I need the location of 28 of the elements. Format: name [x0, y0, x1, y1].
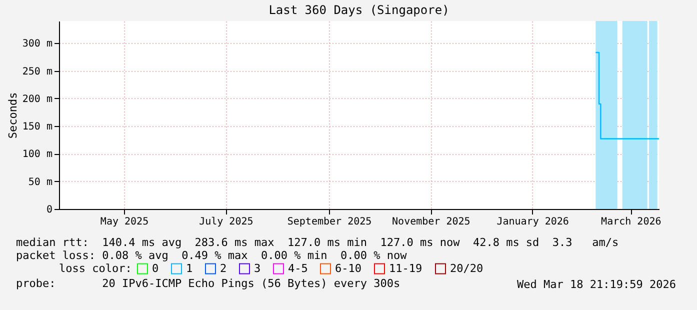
y-tick-label: 50 m: [28, 176, 52, 188]
text: Wed Mar 18 21:19:59 2026: [517, 278, 676, 291]
text: packet loss: 0.08 % avg 0.49 % max 0.00 % min 0.00 % now: [16, 249, 408, 262]
y-tick-label: 300 m: [22, 38, 52, 50]
x-tick-label: January 2026: [496, 216, 569, 228]
y-tick-label: 150 m: [22, 122, 52, 133]
legend-label: 6-10: [335, 262, 362, 275]
chart-title: Last 360 Days (Singapore): [268, 3, 450, 17]
x-tick-label: July 2025: [199, 216, 254, 228]
legend-label: 11-19: [389, 262, 422, 275]
legend-label: 0: [152, 262, 159, 275]
legend-label: 4-5: [288, 262, 308, 275]
x-tick-label: September 2025: [287, 216, 372, 228]
y-tick-label: 0: [46, 204, 52, 216]
text: median rtt: 140.4 ms avg 283.6 ms max 127.0 ms min 127.0 ms now 42.8 ms sd 3.3 am/s: [16, 236, 620, 249]
y-tick-label: 200 m: [22, 94, 52, 105]
y-tick-label: 100 m: [22, 149, 52, 160]
legend-label: 2: [220, 262, 227, 275]
text: probe: 20 IPv6-ICMP Echo Pings (56 Bytes) every 300s: [16, 277, 400, 290]
legend-label: 20/20: [450, 262, 484, 275]
y-axis-title: Seconds: [6, 92, 20, 139]
legend-label: 3: [254, 262, 261, 275]
legend-title: loss color:: [59, 262, 132, 275]
y-tick-label: 250 m: [22, 66, 52, 78]
x-tick-label: May 2025: [100, 216, 149, 228]
x-tick-label: March 2026: [601, 216, 662, 228]
legend-label: 1: [186, 262, 193, 275]
x-tick-label: November 2025: [392, 216, 470, 228]
